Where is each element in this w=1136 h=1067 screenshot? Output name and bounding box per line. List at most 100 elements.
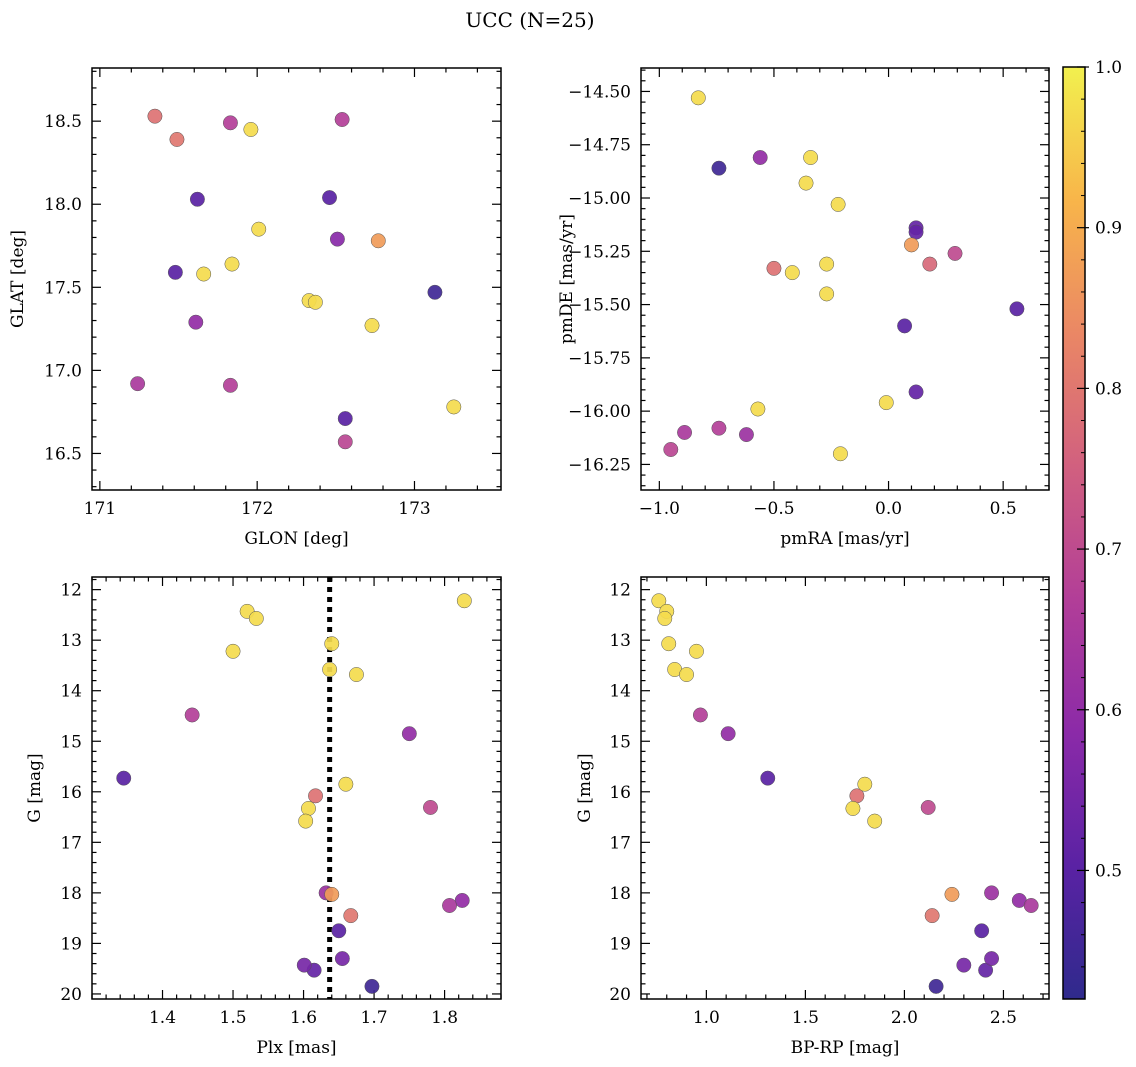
y-tick-label: 17: [60, 833, 82, 853]
y-tick-label: 17: [609, 833, 631, 853]
y-tick-label: −15.75: [568, 349, 631, 369]
data-point: [331, 923, 347, 939]
axes-frame: [91, 576, 502, 1000]
x-tick-label: 2.5: [990, 1008, 1017, 1028]
x-axis-label: Plx [mas]: [256, 1038, 336, 1058]
y-tick-label: −16.00: [568, 402, 631, 422]
y-tick-label: 19: [609, 934, 631, 954]
data-point: [692, 707, 708, 723]
y-tick-label: 13: [609, 631, 631, 651]
y-tick-label: −15.50: [568, 296, 631, 316]
data-point: [956, 957, 972, 973]
scatter-points: [663, 90, 1025, 462]
y-axis-label: G [mag]: [575, 753, 595, 822]
y-tick-label: 16: [60, 783, 82, 803]
data-point: [454, 892, 470, 908]
data-point: [661, 636, 677, 652]
y-tick-label: 14: [60, 682, 82, 702]
colorbar-tick-label: 1.0: [1095, 58, 1122, 78]
data-point: [944, 886, 960, 902]
data-point: [248, 610, 264, 626]
data-point: [188, 314, 204, 330]
y-tick-label: 14: [609, 682, 631, 702]
data-point: [130, 376, 146, 392]
x-tick-label: 1.5: [792, 1008, 819, 1028]
scatter-points: [130, 108, 462, 450]
y-tick-label: −14.50: [568, 82, 631, 102]
data-point: [147, 108, 163, 124]
data-point: [1023, 898, 1039, 913]
data-point: [423, 800, 438, 815]
data-point: [984, 951, 1000, 967]
panels: 171 172 173 16.5 17.0 17.5 18.0 18.5 GLON [deg] G…: [8, 67, 1050, 1058]
data-point: [760, 770, 776, 786]
data-point: [690, 90, 706, 106]
axes-frame: [640, 576, 1050, 1000]
data-point: [322, 662, 338, 677]
y-axis-label: pmDE [mas/yr]: [557, 214, 577, 344]
data-point: [401, 726, 417, 742]
data-point: [337, 411, 353, 427]
scatter-points: [651, 593, 1039, 994]
data-point: [224, 256, 240, 272]
data-point: [442, 898, 457, 913]
y-tick-label: 18: [60, 884, 82, 904]
y-axis-label: G [mag]: [25, 753, 45, 822]
data-point: [456, 593, 472, 609]
data-point: [189, 191, 205, 207]
data-point: [184, 707, 200, 723]
x-axis-label: GLON [deg]: [244, 529, 348, 549]
data-point: [798, 175, 814, 191]
data-point: [222, 115, 238, 131]
data-point: [857, 776, 873, 792]
y-tick-label: 12: [60, 581, 82, 601]
y-tick-label: 20: [609, 985, 631, 1005]
x-axis-label: pmRA [mas/yr]: [780, 529, 909, 549]
x-tick-label: 1.6: [290, 1008, 317, 1028]
data-point: [845, 801, 861, 816]
data-point: [679, 667, 695, 682]
panel-3: 1.4 1.5 1.6 1.7 1.8 12 13 14 15 16 17 18 19 20 Plx [ma…: [25, 576, 502, 1058]
data-point: [446, 399, 462, 415]
data-point: [370, 233, 386, 249]
panel-1: 171 172 173 16.5 17.0 17.5 18.0 18.5 GLON [deg] G…: [8, 67, 502, 549]
data-point: [196, 266, 212, 282]
x-tick-label: 171: [84, 499, 116, 519]
y-tick-label: −14.75: [568, 136, 631, 156]
x-tick-label: −0.5: [753, 499, 794, 519]
data-point: [677, 425, 693, 440]
data-point: [832, 446, 848, 462]
data-point: [663, 442, 679, 457]
data-point: [830, 196, 846, 212]
data-point: [908, 224, 924, 240]
ticks: [91, 577, 502, 999]
data-point: [427, 284, 443, 300]
y-tick-label: 17.5: [44, 278, 82, 298]
data-point: [651, 593, 667, 609]
data-point: [307, 294, 323, 310]
data-point: [922, 256, 938, 272]
y-tick-label: 17.0: [44, 361, 82, 381]
panel-2: −1.0 −0.5 0.0 0.5 −16.25 −16.00 −15.75 −15.50 −1…: [557, 67, 1050, 549]
data-point: [308, 788, 323, 804]
data-point: [897, 318, 913, 334]
x-tick-label: 0.0: [875, 499, 902, 519]
data-point: [766, 260, 782, 276]
figure-title: UCC (N=25): [465, 8, 594, 32]
y-tick-label: −15.00: [568, 189, 631, 209]
data-point: [296, 957, 312, 973]
y-tick-label: 13: [60, 631, 82, 651]
y-tick-label: 18.5: [44, 112, 82, 132]
data-point: [329, 231, 345, 247]
data-point: [657, 610, 673, 626]
x-axis-label: BP-RP [mag]: [791, 1038, 900, 1058]
ticks: [641, 68, 1050, 490]
panel-4: 1.0 1.5 2.0 2.5 12 13 14 15 16 17 18 19 20 BP-RP [mag…: [575, 576, 1050, 1058]
data-point: [689, 643, 704, 659]
x-tick-label: 172: [241, 499, 273, 519]
axes-frame: [91, 67, 502, 491]
colorbar-tick-label: 0.6: [1095, 701, 1122, 721]
data-point: [711, 420, 727, 436]
data-point: [337, 434, 353, 450]
x-tick-label: 1.4: [149, 1008, 176, 1028]
